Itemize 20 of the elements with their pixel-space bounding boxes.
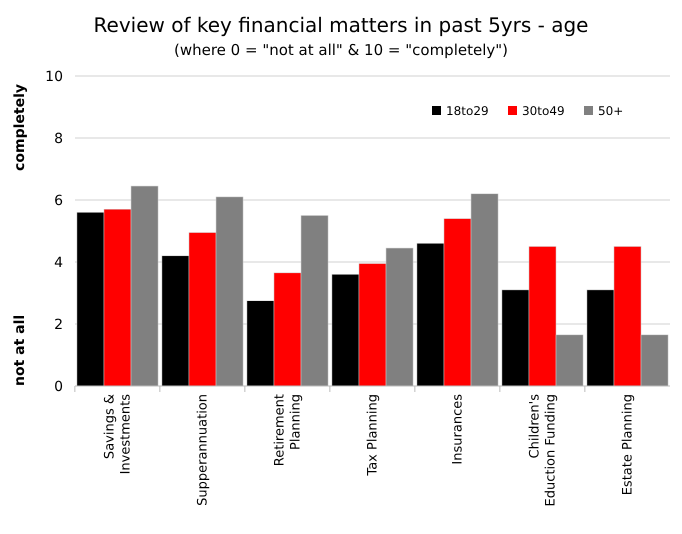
legend-label: 30to49 (522, 104, 565, 118)
x-tick-label: Children's Eduction Funding (528, 394, 558, 506)
x-tick-label: Tax Planning (366, 394, 380, 477)
x-tick-label: Estate Planning (620, 394, 636, 496)
y-tick-label: 6 (54, 192, 64, 209)
legend-label: 50+ (598, 104, 624, 118)
x-tick-label: Insurances (450, 394, 466, 465)
y-tick-label: 0 (54, 378, 63, 395)
y-tick-label: 2 (54, 316, 63, 333)
y-tick-label: 4 (54, 254, 64, 271)
x-tick-label: Savings & Investments (102, 394, 134, 474)
text: completely (12, 84, 28, 171)
x-tick-label: Supperannuation (196, 394, 210, 506)
y-tick-label: 8 (54, 130, 63, 147)
x-tick-label: Retirement Planning (272, 394, 304, 466)
y-tick-label: 10 (45, 68, 63, 85)
y-axis-title: not at all (12, 314, 28, 386)
chart-subtitle: (where 0 = "not at all" & 10 = "completely") (174, 41, 508, 59)
chart-title: Review of key financial matters in past 5yrs - age (94, 13, 588, 37)
legend-label: 18to29 (446, 104, 489, 118)
